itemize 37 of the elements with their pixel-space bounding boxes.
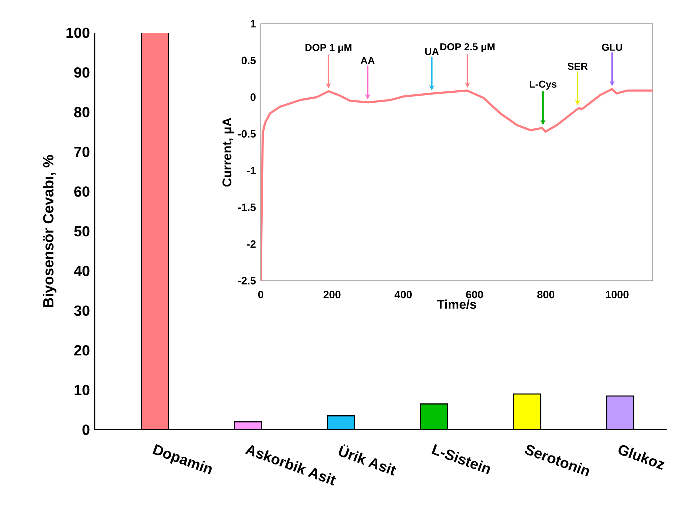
annotation: SER xyxy=(568,63,588,70)
annotation: GLU xyxy=(602,44,622,52)
y-tick-label: -0.5 xyxy=(238,130,256,138)
y-tick-label: -2.5 xyxy=(238,277,256,285)
line-series xyxy=(261,88,653,281)
y-axis-title: Biyosensör Cevabı, % xyxy=(43,155,57,308)
annotation: DOP 2.5 μM xyxy=(440,43,495,52)
annotation: DOP 1 μM xyxy=(306,44,352,54)
y-tick-label: 70 xyxy=(74,146,90,158)
annotation: AA xyxy=(360,57,375,64)
x-tick-label: 600 xyxy=(466,291,484,299)
x-axis-title: Time/s xyxy=(437,300,476,310)
y-tick-label: 0 xyxy=(82,424,90,436)
y-tick-label: -2 xyxy=(247,240,256,248)
y-tick-label: 0.5 xyxy=(242,56,256,64)
y-tick-label: 80 xyxy=(74,107,90,118)
y-tick-label: 100 xyxy=(66,28,90,38)
annotation: UA xyxy=(425,48,440,56)
x-tick-label: 0 xyxy=(258,291,264,299)
x-tick-label: 1000 xyxy=(606,291,629,299)
y-tick-label: -1 xyxy=(247,167,256,175)
x-tick-label: 400 xyxy=(394,291,412,299)
y-tick-label: 20 xyxy=(74,345,90,356)
x-tick-label: 200 xyxy=(324,291,341,299)
annotation: L-Cys xyxy=(530,80,557,90)
y-tick-label: 0 xyxy=(250,94,256,102)
x-tick-label: 800 xyxy=(538,291,555,299)
y-tick-label: 10 xyxy=(74,385,90,396)
y-tick-label: 40 xyxy=(74,266,90,276)
y-tick-label: 50 xyxy=(74,226,90,237)
x-tick-label: Ürik Asit xyxy=(339,444,396,476)
y-tick-label: 30 xyxy=(74,306,90,316)
y-tick-label: 1 xyxy=(251,20,256,28)
y-tick-label: 90 xyxy=(74,68,90,78)
y-tick-label: 60 xyxy=(74,186,90,197)
y-axis-title: Current, μA xyxy=(222,118,234,187)
y-tick-label: -1.5 xyxy=(238,204,256,212)
